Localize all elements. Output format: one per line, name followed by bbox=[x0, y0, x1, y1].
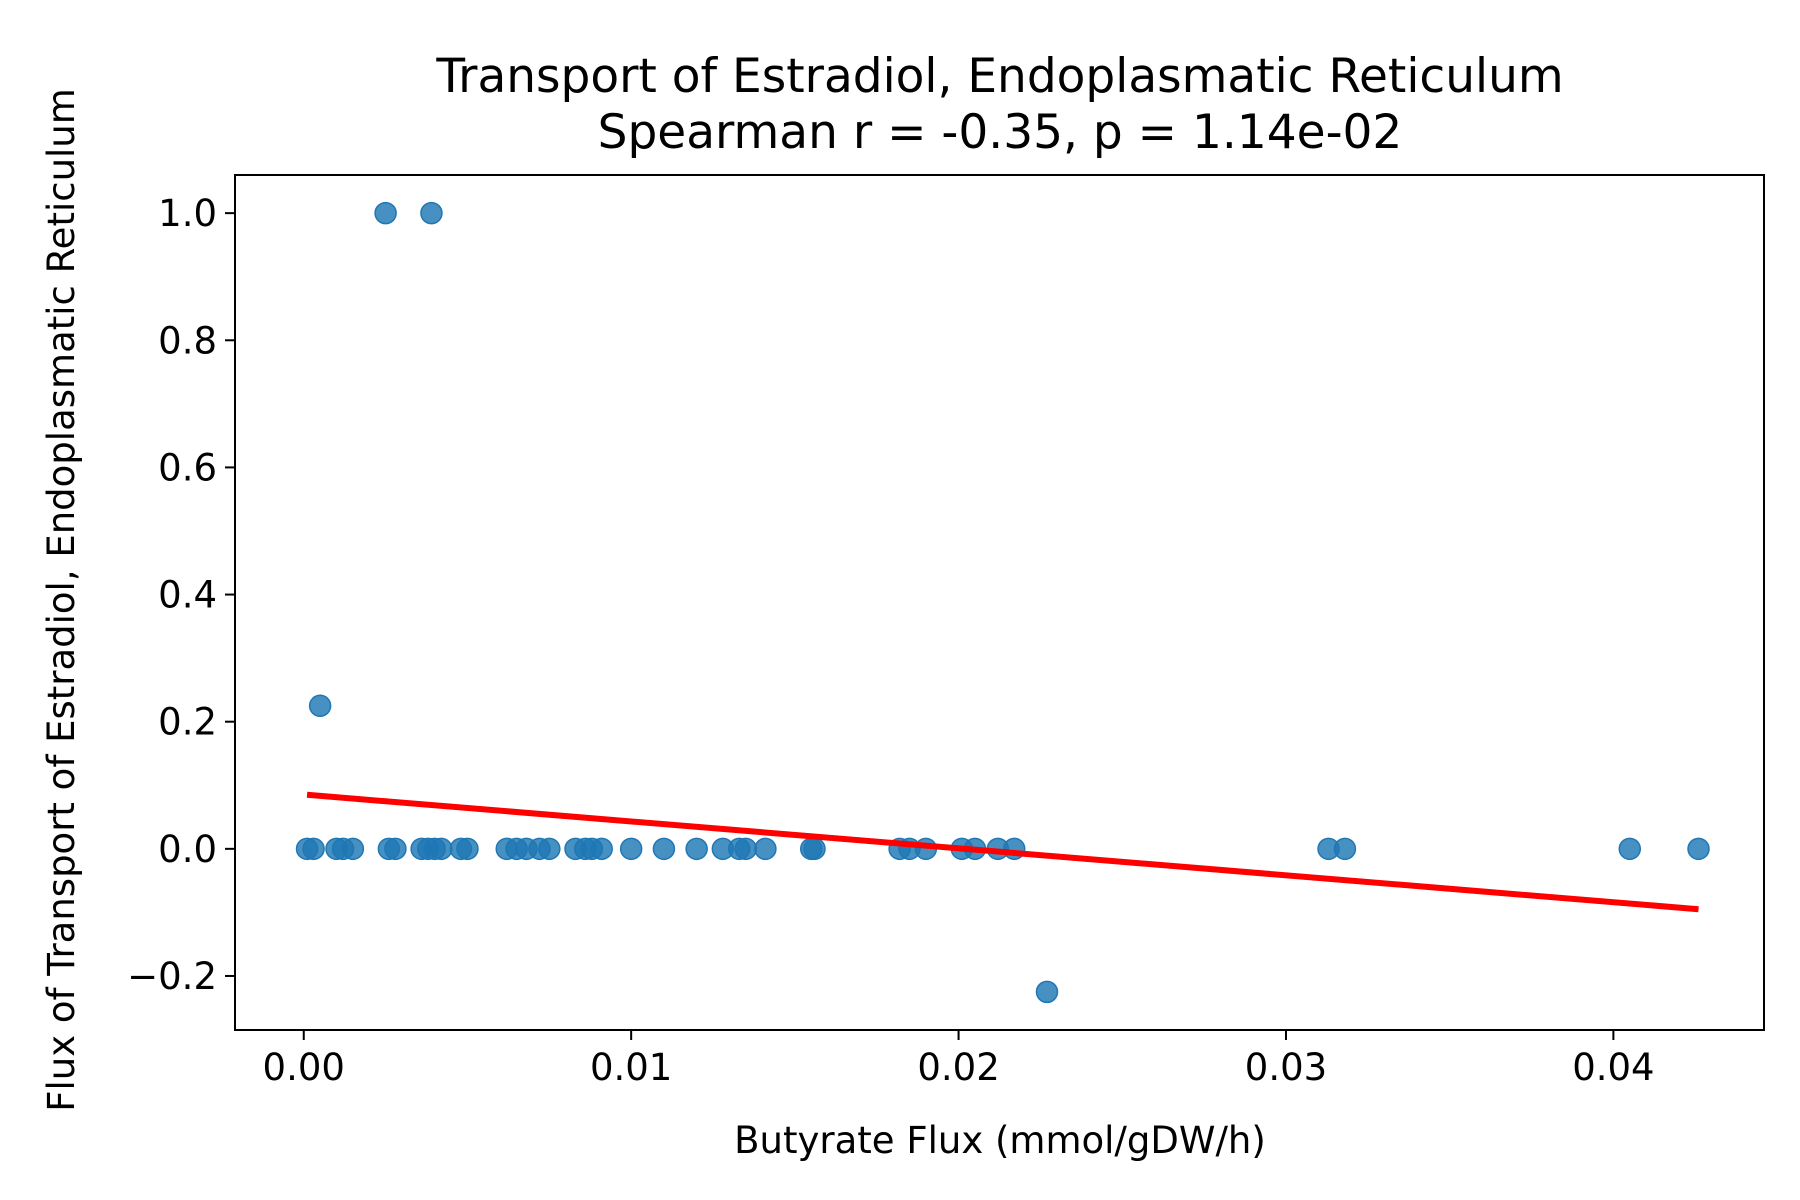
y-tick-label: 0.4 bbox=[158, 574, 217, 617]
data-point bbox=[590, 837, 613, 861]
data-point bbox=[456, 837, 479, 861]
x-axis-ticks: 0.00 0.01 0.02 0.03 0.04 bbox=[263, 1030, 1655, 1089]
data-point bbox=[754, 837, 777, 861]
x-tick-label: 0.00 bbox=[263, 1046, 345, 1089]
y-axis-ticks: −0.2 0.0 0.2 0.4 0.6 0.8 1.0 bbox=[127, 192, 235, 998]
data-point bbox=[538, 837, 561, 861]
y-tick-label: 0.6 bbox=[158, 446, 217, 489]
data-point bbox=[384, 837, 407, 861]
data-point bbox=[803, 837, 826, 861]
data-point bbox=[308, 694, 332, 718]
plot-frame bbox=[234, 174, 1765, 1031]
x-tick-label: 0.02 bbox=[917, 1046, 999, 1089]
y-tick-label: 0.0 bbox=[158, 828, 217, 871]
data-point bbox=[374, 201, 397, 225]
x-tick-label: 0.03 bbox=[1245, 1046, 1327, 1089]
chart-title: Transport of Estradiol, Endoplasmatic Re… bbox=[435, 49, 1563, 104]
y-tick-label: 0.8 bbox=[158, 319, 217, 362]
data-point bbox=[734, 837, 758, 861]
y-tick-label: 1.0 bbox=[158, 192, 217, 235]
chart-subtitle: Spearman r = -0.35, p = 1.14e-02 bbox=[598, 105, 1403, 160]
x-tick-label: 0.01 bbox=[590, 1046, 672, 1089]
data-point bbox=[685, 837, 708, 861]
data-point bbox=[420, 201, 443, 225]
data-point bbox=[1035, 980, 1059, 1004]
regression-line bbox=[306, 791, 1699, 913]
x-axis-label: Butyrate Flux (mmol/gDW/h) bbox=[734, 1119, 1266, 1162]
data-point bbox=[302, 837, 325, 861]
x-tick-label: 0.04 bbox=[1572, 1046, 1654, 1089]
y-tick-label: 0.2 bbox=[158, 701, 217, 744]
data-points bbox=[295, 201, 1710, 1004]
data-point bbox=[1687, 837, 1710, 861]
data-point bbox=[1618, 837, 1642, 861]
data-point bbox=[1333, 837, 1357, 861]
data-point bbox=[619, 837, 643, 861]
data-point bbox=[430, 837, 453, 861]
y-axis-label: Flux of Transport of Estradiol, Endoplas… bbox=[40, 88, 83, 1112]
y-tick-label: −0.2 bbox=[127, 955, 217, 998]
data-point bbox=[652, 837, 676, 861]
regression-line-group bbox=[306, 791, 1699, 913]
data-point bbox=[341, 837, 365, 861]
